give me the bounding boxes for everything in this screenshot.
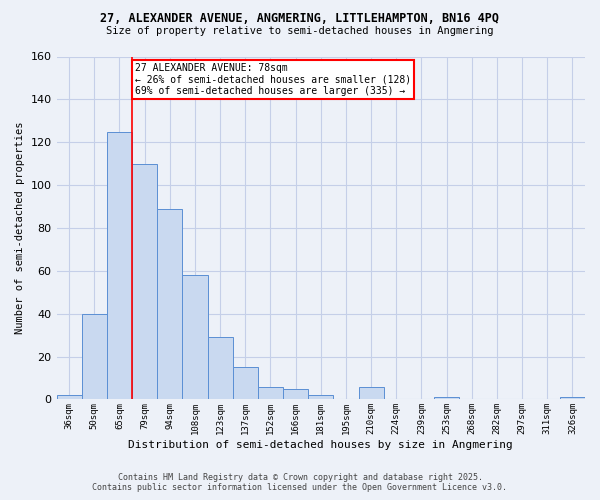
Bar xyxy=(258,386,283,400)
Text: 27 ALEXANDER AVENUE: 78sqm
← 26% of semi-detached houses are smaller (128)
69% o: 27 ALEXANDER AVENUE: 78sqm ← 26% of semi… xyxy=(134,63,410,96)
Text: Size of property relative to semi-detached houses in Angmering: Size of property relative to semi-detach… xyxy=(106,26,494,36)
Bar xyxy=(233,368,258,400)
X-axis label: Distribution of semi-detached houses by size in Angmering: Distribution of semi-detached houses by … xyxy=(128,440,513,450)
Bar xyxy=(560,398,585,400)
Bar xyxy=(132,164,157,400)
Text: 27, ALEXANDER AVENUE, ANGMERING, LITTLEHAMPTON, BN16 4PQ: 27, ALEXANDER AVENUE, ANGMERING, LITTLEH… xyxy=(101,12,499,26)
Bar xyxy=(359,386,383,400)
Bar xyxy=(434,398,459,400)
Bar xyxy=(82,314,107,400)
Text: Contains HM Land Registry data © Crown copyright and database right 2025.
Contai: Contains HM Land Registry data © Crown c… xyxy=(92,473,508,492)
Y-axis label: Number of semi-detached properties: Number of semi-detached properties xyxy=(15,122,25,334)
Bar xyxy=(308,395,334,400)
Bar xyxy=(56,395,82,400)
Bar xyxy=(157,208,182,400)
Bar xyxy=(208,338,233,400)
Bar xyxy=(107,132,132,400)
Bar xyxy=(182,275,208,400)
Bar xyxy=(283,388,308,400)
